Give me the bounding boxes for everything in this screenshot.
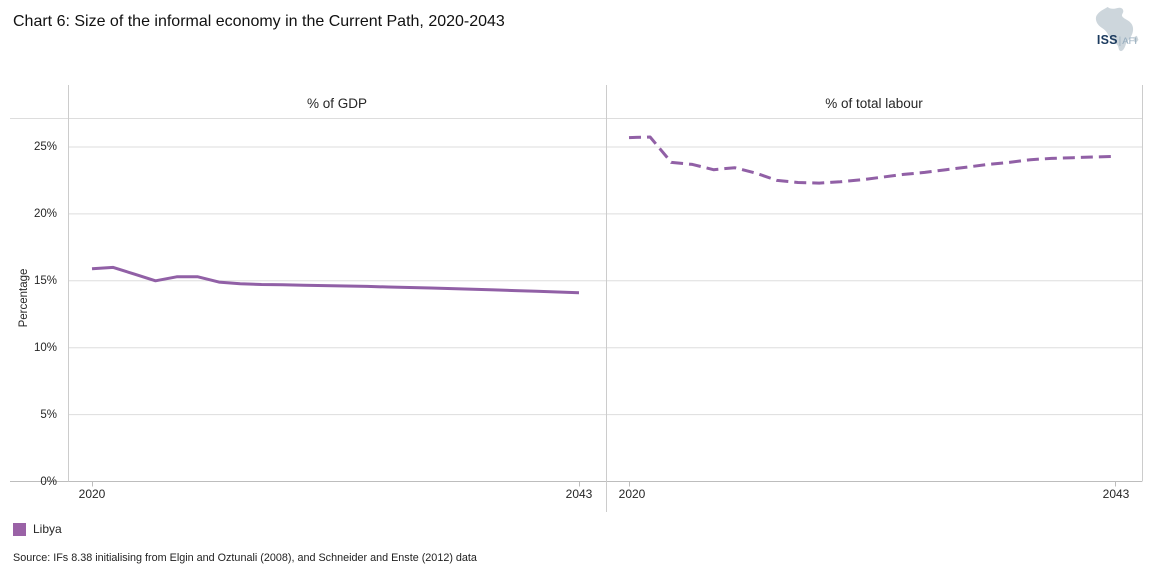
y-tick-label: 0% bbox=[40, 475, 57, 488]
x-tick-labour-end: 2043 bbox=[1102, 487, 1130, 501]
logo-text: ISS | AFI bbox=[1091, 33, 1143, 47]
logo-unit-text: AFI bbox=[1122, 36, 1138, 47]
x-tick-gdp-start: 2020 bbox=[78, 487, 106, 501]
legend-swatch bbox=[13, 522, 26, 536]
y-tick-label: 20% bbox=[33, 207, 57, 220]
africa-map-icon bbox=[1095, 7, 1139, 52]
iss-afi-logo: ISS | AFI bbox=[1088, 6, 1144, 56]
y-tick-label: 5% bbox=[40, 408, 57, 421]
gdp-line bbox=[91, 265, 580, 295]
panel-header-gdp: % of GDP bbox=[306, 96, 368, 111]
logo-org-text: ISS bbox=[1096, 33, 1118, 47]
logo-separator: | bbox=[1118, 36, 1122, 47]
x-tick-gdp-end: 2043 bbox=[565, 487, 593, 501]
y-tick-label: 10% bbox=[33, 341, 57, 354]
y-axis-title: Percentage bbox=[18, 268, 30, 328]
legend: Libya bbox=[13, 522, 62, 536]
legend-label: Libya bbox=[33, 522, 62, 536]
panel-header-labour: % of total labour bbox=[825, 96, 923, 111]
x-tick-labour-start: 2020 bbox=[618, 487, 646, 501]
chart-title: Chart 6: Size of the informal economy in… bbox=[13, 13, 505, 30]
labour-line bbox=[628, 135, 1116, 185]
source-note: Source: IFs 8.38 initialising from Elgin… bbox=[13, 552, 477, 564]
y-tick-label: 25% bbox=[33, 141, 57, 153]
y-tick-label: 15% bbox=[33, 274, 57, 287]
